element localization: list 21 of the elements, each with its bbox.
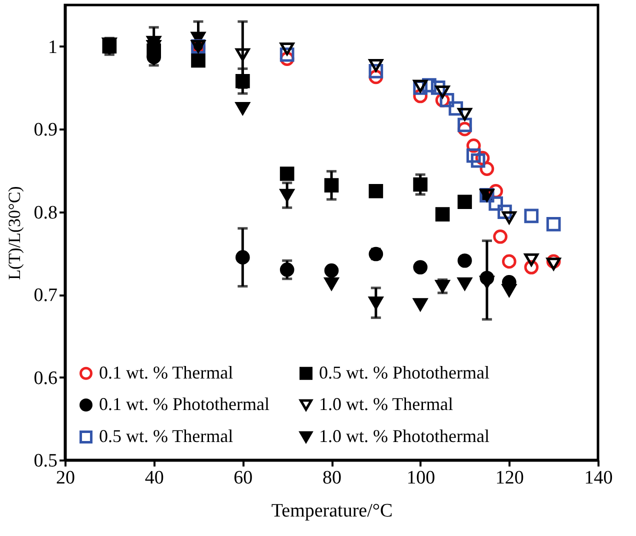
- legend-label: 0.5 wt. % Thermal: [99, 426, 234, 446]
- y-tick-label: 0.9: [34, 120, 58, 141]
- x-tick-label: 60: [234, 468, 253, 488]
- legend-label: 1.0 wt. % Photothermal: [319, 426, 490, 446]
- x-tick-label: 80: [322, 468, 342, 488]
- x-tick-label: 120: [495, 468, 524, 488]
- y-tick-label: 1: [48, 36, 58, 58]
- x-tick-label: 40: [144, 468, 164, 488]
- y-tick-label: 0.5: [34, 450, 58, 472]
- legend-label: 0.1 wt. % Photothermal: [99, 394, 270, 414]
- y-axis-title: L(T)/L(30°C): [4, 186, 24, 280]
- y-tick-label: 0.6: [34, 368, 58, 389]
- y-tick-label: 0.8: [34, 202, 58, 224]
- y-tick-label: 0.7: [34, 285, 58, 306]
- x-tick-label: 20: [56, 468, 75, 488]
- legend-label: 0.1 wt. % Thermal: [99, 362, 234, 382]
- x-axis-title: Temperature/°C: [271, 500, 393, 522]
- legend-label: 0.5 wt. % Photothermal: [319, 362, 490, 382]
- x-tick-label: 140: [584, 468, 613, 488]
- x-tick-label: 100: [406, 468, 436, 488]
- legend-label: 1.0 wt. % Thermal: [319, 394, 454, 414]
